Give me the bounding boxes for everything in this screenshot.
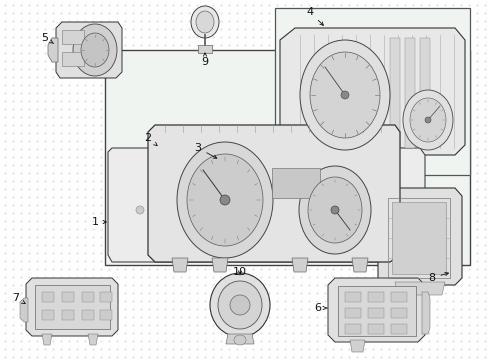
Ellipse shape <box>220 195 230 205</box>
Bar <box>368 292 384 302</box>
Bar <box>345 292 361 302</box>
Bar <box>62 30 84 44</box>
Text: 4: 4 <box>306 7 323 25</box>
Bar <box>405 38 415 148</box>
Ellipse shape <box>230 295 250 315</box>
Ellipse shape <box>177 142 273 258</box>
Bar <box>42 310 54 320</box>
Polygon shape <box>88 334 98 345</box>
Bar <box>105 50 470 265</box>
Text: 10: 10 <box>233 267 247 277</box>
Polygon shape <box>352 258 368 272</box>
Polygon shape <box>172 258 188 272</box>
Bar <box>391 308 407 318</box>
Polygon shape <box>56 22 122 78</box>
Ellipse shape <box>410 98 446 142</box>
Bar <box>82 292 94 302</box>
Ellipse shape <box>218 281 262 329</box>
Ellipse shape <box>234 335 246 345</box>
Text: 9: 9 <box>201 53 209 67</box>
Bar <box>420 38 430 148</box>
Ellipse shape <box>308 177 362 243</box>
Bar <box>338 286 416 336</box>
Ellipse shape <box>300 40 390 150</box>
Text: 8: 8 <box>428 273 448 283</box>
Ellipse shape <box>425 117 431 123</box>
Bar <box>42 292 54 302</box>
Polygon shape <box>108 148 425 262</box>
Polygon shape <box>280 28 465 155</box>
Polygon shape <box>350 340 365 352</box>
Bar <box>368 308 384 318</box>
Ellipse shape <box>196 11 214 33</box>
Ellipse shape <box>196 206 204 214</box>
Ellipse shape <box>299 166 371 254</box>
Bar <box>35 285 110 329</box>
Ellipse shape <box>136 206 144 214</box>
Bar <box>82 310 94 320</box>
Bar <box>272 168 320 198</box>
Ellipse shape <box>331 206 339 214</box>
Polygon shape <box>20 298 28 322</box>
Polygon shape <box>395 282 445 295</box>
Ellipse shape <box>191 6 219 38</box>
Ellipse shape <box>81 33 109 67</box>
Bar <box>62 292 74 302</box>
Bar <box>275 8 470 175</box>
Bar <box>198 45 212 53</box>
Polygon shape <box>422 292 430 334</box>
Polygon shape <box>292 258 308 272</box>
Bar <box>368 324 384 334</box>
Polygon shape <box>148 125 400 262</box>
Ellipse shape <box>376 206 384 214</box>
Polygon shape <box>378 188 462 285</box>
Text: 2: 2 <box>145 133 157 146</box>
Ellipse shape <box>73 24 117 76</box>
Bar <box>391 324 407 334</box>
Bar <box>100 310 112 320</box>
Bar <box>62 310 74 320</box>
Bar <box>392 202 446 274</box>
Ellipse shape <box>210 273 270 337</box>
Text: 7: 7 <box>12 293 25 303</box>
Ellipse shape <box>187 154 263 246</box>
Bar <box>391 292 407 302</box>
Polygon shape <box>48 38 58 62</box>
Text: 6: 6 <box>315 303 327 313</box>
Polygon shape <box>42 334 52 345</box>
Polygon shape <box>328 278 425 342</box>
Bar <box>390 38 400 148</box>
Text: 3: 3 <box>195 143 217 158</box>
Polygon shape <box>226 334 254 344</box>
Bar <box>100 292 112 302</box>
Bar <box>345 324 361 334</box>
Ellipse shape <box>341 91 349 99</box>
Polygon shape <box>26 278 118 336</box>
Polygon shape <box>212 258 228 272</box>
Bar <box>62 52 84 66</box>
Ellipse shape <box>403 90 453 150</box>
Ellipse shape <box>310 52 380 138</box>
Bar <box>388 198 450 278</box>
Ellipse shape <box>316 206 324 214</box>
Ellipse shape <box>256 206 264 214</box>
Text: 5: 5 <box>42 33 53 44</box>
Text: 1: 1 <box>92 217 106 227</box>
Bar <box>345 308 361 318</box>
Ellipse shape <box>177 224 213 240</box>
